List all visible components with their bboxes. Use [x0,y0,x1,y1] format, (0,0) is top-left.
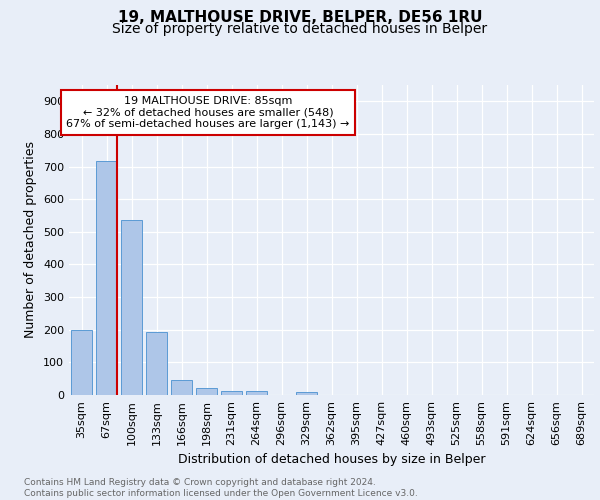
X-axis label: Distribution of detached houses by size in Belper: Distribution of detached houses by size … [178,454,485,466]
Text: Size of property relative to detached houses in Belper: Size of property relative to detached ho… [112,22,488,36]
Bar [221,391,242,395]
Bar [296,392,317,395]
Bar [71,330,92,395]
Text: 19 MALTHOUSE DRIVE: 85sqm
← 32% of detached houses are smaller (548)
67% of semi: 19 MALTHOUSE DRIVE: 85sqm ← 32% of detac… [67,96,350,129]
Bar [246,392,267,395]
Bar [196,388,217,395]
Bar [146,332,167,395]
Bar [121,220,142,395]
Text: Contains HM Land Registry data © Crown copyright and database right 2024.
Contai: Contains HM Land Registry data © Crown c… [24,478,418,498]
Y-axis label: Number of detached properties: Number of detached properties [25,142,37,338]
Bar [96,162,117,395]
Bar [171,380,192,395]
Text: 19, MALTHOUSE DRIVE, BELPER, DE56 1RU: 19, MALTHOUSE DRIVE, BELPER, DE56 1RU [118,10,482,25]
